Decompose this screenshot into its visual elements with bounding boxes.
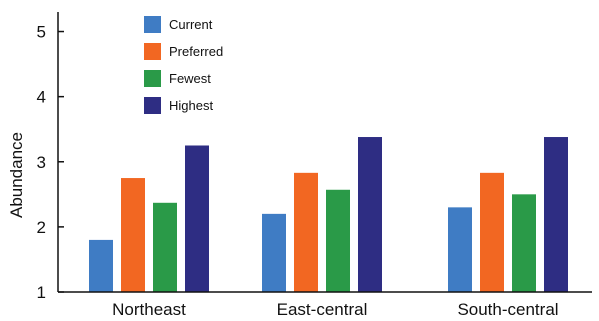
x-category-label: East-central [277, 300, 368, 319]
legend-label-preferred: Preferred [169, 44, 223, 59]
bar-preferred-south-central [480, 172, 504, 292]
y-tick-label: 5 [37, 23, 46, 42]
legend: Current Preferred Fewest Highest [144, 16, 223, 114]
y-axis-title: Abundance [7, 132, 26, 218]
bar-highest-east-central [358, 137, 382, 292]
bar-preferred-northeast [121, 178, 145, 292]
bar-fewest-east-central [326, 189, 350, 292]
bar-fewest-northeast [153, 202, 177, 292]
legend-swatch-fewest [144, 70, 161, 87]
legend-swatch-highest [144, 97, 161, 114]
y-tick-label: 3 [37, 153, 46, 172]
bar-current-east-central [262, 213, 286, 292]
bar-highest-south-central [544, 137, 568, 292]
bars-group [89, 137, 568, 292]
bar-fewest-south-central [512, 194, 536, 292]
x-labels-group: Northeast East-central South-central [112, 300, 558, 319]
y-tick-label: 4 [37, 88, 46, 107]
legend-swatch-current [144, 16, 161, 33]
y-ticks-group: 1 2 3 4 5 [37, 23, 64, 302]
bar-preferred-east-central [294, 172, 318, 292]
legend-swatch-preferred [144, 43, 161, 60]
y-tick-label: 1 [37, 283, 46, 302]
x-category-label: South-central [457, 300, 558, 319]
x-category-label: Northeast [112, 300, 186, 319]
bar-highest-northeast [185, 145, 209, 292]
legend-label-highest: Highest [169, 98, 213, 113]
bar-current-south-central [448, 207, 472, 292]
axes-group [57, 12, 592, 293]
legend-label-fewest: Fewest [169, 71, 211, 86]
bar-current-northeast [89, 239, 113, 292]
legend-label-current: Current [169, 17, 213, 32]
y-tick-label: 2 [37, 218, 46, 237]
